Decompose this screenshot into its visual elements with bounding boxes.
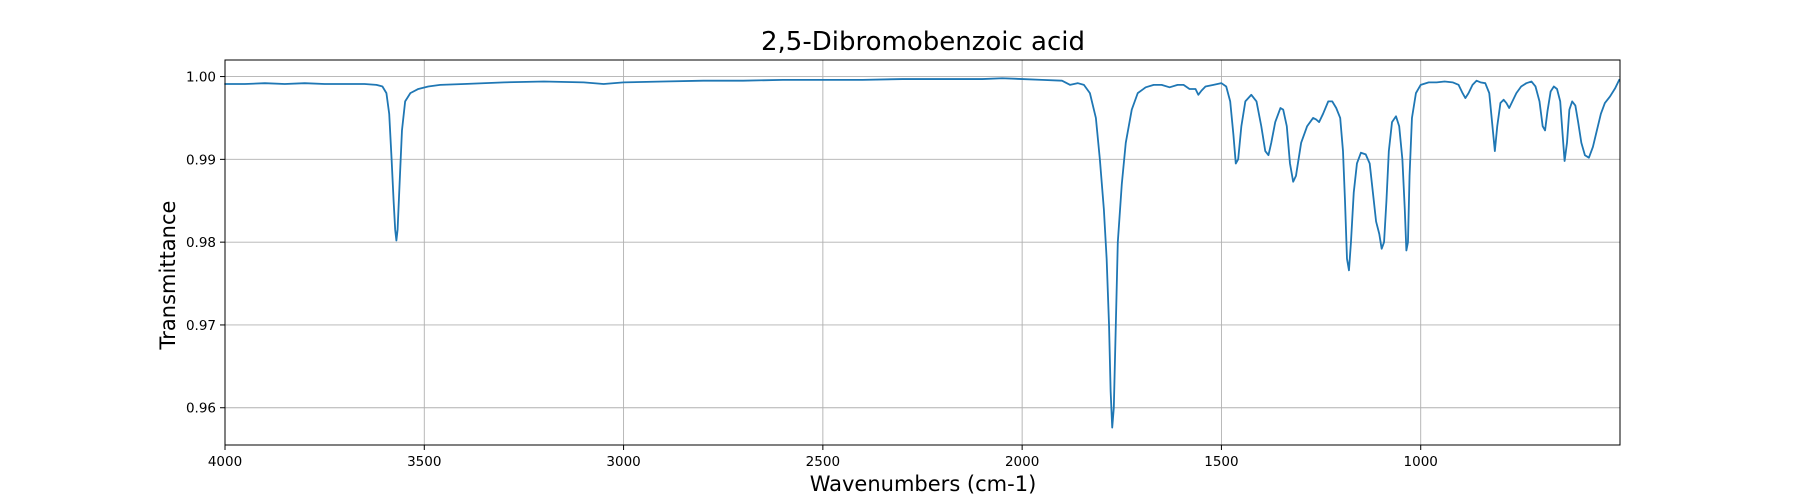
x-tick-label: 3000 — [606, 454, 640, 470]
plot-frame — [224, 59, 1621, 446]
x-tick-label: 2000 — [1005, 454, 1039, 470]
x-tick-label: 2500 — [806, 454, 840, 470]
series-layer — [224, 77, 1621, 429]
x-tick-label: 4000 — [208, 454, 242, 470]
y-tick-label: 0.97 — [186, 318, 216, 334]
x-tick-label: 1500 — [1204, 454, 1238, 470]
y-axis-label: Transmittance — [156, 201, 180, 351]
x-tick-label: 3500 — [407, 454, 441, 470]
y-tick-label: 0.99 — [186, 152, 216, 168]
x-axis-label: Wavenumbers (cm-1) — [810, 472, 1037, 496]
x-tick-label: 1000 — [1404, 454, 1438, 470]
grid-lines — [224, 60, 1620, 445]
spectrum-line-0 — [224, 77, 1621, 429]
y-tick-label: 1.00 — [186, 70, 216, 86]
chart-title: 2,5-Dibromobenzoic acid — [761, 27, 1085, 57]
axis-ticks: 4000 3500 3000 2500 2000 1500 1000 0.96 0.97 0.98… — [186, 70, 1438, 470]
y-tick-label: 0.96 — [186, 401, 216, 417]
y-tick-label: 0.98 — [186, 235, 216, 251]
